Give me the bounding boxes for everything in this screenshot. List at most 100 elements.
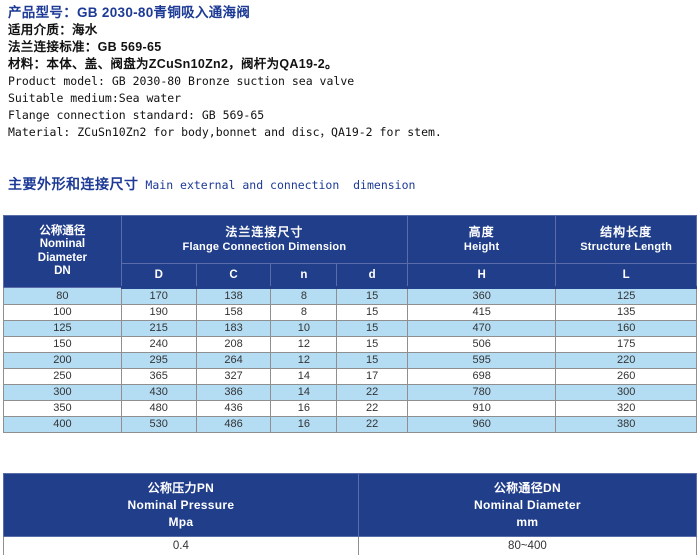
table-cell: 436: [195, 400, 272, 417]
product-medium-cn: 适用介质：海水: [8, 23, 98, 37]
table-cell: 158: [195, 304, 272, 321]
nominal-diameter-en2: Diameter: [37, 251, 87, 264]
table-cell: 14: [270, 368, 338, 385]
table-cell: 8: [270, 287, 338, 305]
nominal-pressure-unit: Mpa: [168, 514, 194, 529]
product-medium-en: Suitable medium:Sea water: [8, 91, 182, 105]
table-cell: 160: [555, 320, 697, 337]
table-cell: 22: [336, 384, 408, 401]
table-cell: 386: [195, 384, 272, 401]
table-cell: 170: [120, 287, 197, 305]
table-cell: 295: [120, 352, 197, 369]
nominal-diameter-range-cn: 公称通径DN: [493, 480, 561, 495]
table-cell: 470: [406, 320, 557, 337]
table-cell: 15: [336, 287, 408, 305]
table-row: 150 240 208 12 15 506 175: [3, 336, 697, 353]
table-cell: 22: [336, 416, 408, 433]
nominal-diameter-range-value: 80~400: [357, 536, 698, 555]
table-cell: 150: [3, 336, 122, 353]
nominal-diameter-range-en: Nominal Diameter: [473, 497, 581, 512]
table-cell: 125: [3, 320, 122, 337]
table-cell: 360: [406, 287, 557, 305]
header-row-subcolumns: D C n d H L: [4, 263, 697, 289]
col-nominal-pressure: 公称压力PN Nominal Pressure Mpa: [3, 473, 359, 537]
table-cell: 15: [336, 352, 408, 369]
table-cell: 12: [270, 352, 338, 369]
nominal-diameter-cn: 公称通径: [39, 224, 86, 237]
nominal-pressure-en: Nominal Pressure: [127, 497, 235, 512]
table-cell: 300: [3, 384, 122, 401]
table-cell: 208: [195, 336, 272, 353]
table-cell: 15: [336, 320, 408, 337]
table-cell: 400: [3, 416, 122, 433]
table-cell: 135: [555, 304, 697, 321]
table-row: 200 295 264 12 15 595 220: [3, 352, 697, 369]
table-row: 100 190 158 8 15 415 135: [3, 304, 697, 321]
product-info: 产品型号：GB 2030-80青铜吸入通海阀 适用介质：海水 法兰连接标准：GB…: [8, 3, 442, 141]
product-model-en: Product model: GB 2030-80 Bronze suction…: [8, 74, 355, 88]
table-cell: 300: [555, 384, 697, 401]
col-nominal-diameter-range: 公称通径DN Nominal Diameter mm: [357, 473, 698, 537]
flange-cn: 法兰连接尺寸: [225, 225, 304, 239]
table-cell: 80: [3, 287, 122, 305]
subcol-n: n: [270, 263, 338, 289]
nominal-pressure-cn: 公称压力PN: [147, 480, 215, 495]
table-row: 125 215 183 10 15 470 160: [3, 320, 697, 337]
structure-length-en: Structure Length: [580, 241, 673, 253]
table-cell: 530: [120, 416, 197, 433]
table-cell: 960: [406, 416, 557, 433]
height-en: Height: [463, 241, 500, 253]
table-row: 300 430 386 14 22 780 300: [3, 384, 697, 401]
table-cell: 190: [120, 304, 197, 321]
product-material-en: Material: ZCuSn10Zn2 for body,bonnet and…: [8, 125, 442, 139]
table-cell: 327: [195, 368, 272, 385]
structure-length-cn: 结构长度: [600, 225, 653, 239]
table-cell: 264: [195, 352, 272, 369]
table-cell: 215: [120, 320, 197, 337]
product-flange-standard-cn: 法兰连接标准：GB 569-65: [8, 40, 162, 54]
table-cell: 14: [270, 384, 338, 401]
table-cell: 125: [555, 287, 697, 305]
nominal-diameter-range-unit: mm: [516, 514, 539, 529]
product-material-cn: 材料：本体、盖、阀盘为ZCuSn10Zn2，阀杆为QA19-2。: [8, 57, 338, 71]
table-cell: 240: [120, 336, 197, 353]
table-cell: 22: [336, 400, 408, 417]
table-cell: 16: [270, 416, 338, 433]
table-row: 400 530 486 16 22 960 380: [3, 416, 697, 433]
product-flange-standard-en: Flange connection standard: GB 569-65: [8, 108, 265, 122]
table-row: 250 365 327 14 17 698 260: [3, 368, 697, 385]
table-cell: 200: [3, 352, 122, 369]
table-cell: 175: [555, 336, 697, 353]
product-title: 产品型号：GB 2030-80青铜吸入通海阀: [8, 5, 251, 20]
table-cell: 698: [406, 368, 557, 385]
subcol-d: d: [336, 263, 408, 289]
col-group-flange: 法兰连接尺寸 Flange Connection Dimension: [120, 215, 408, 264]
table-cell: 430: [120, 384, 197, 401]
col-nominal-diameter: 公称通径 Nominal Diameter DN: [3, 215, 122, 288]
subcol-D: D: [120, 263, 197, 289]
table-cell: 12: [270, 336, 338, 353]
table-cell: 15: [336, 336, 408, 353]
section-title-en: Main external and connection dimension: [138, 178, 416, 192]
pressure-table: 公称压力PN Nominal Pressure Mpa 公称通径DN Nomin…: [3, 473, 698, 555]
table-cell: 10: [270, 320, 338, 337]
table-cell: 486: [195, 416, 272, 433]
table-cell: 350: [3, 400, 122, 417]
table-cell: 320: [555, 400, 697, 417]
table-cell: 260: [555, 368, 697, 385]
section-title-cn: 主要外形和连接尺寸: [8, 176, 139, 192]
height-cn: 高度: [468, 225, 495, 239]
table-cell: 183: [195, 320, 272, 337]
flange-en: Flange Connection Dimension: [182, 241, 347, 253]
dimension-table-body: 80 170 138 8 15 360 125 100 190 158 8 15 415 135 125 21…: [3, 287, 697, 433]
section-title: 主要外形和连接尺寸 Main external and connection d…: [8, 174, 415, 194]
table-cell: 415: [406, 304, 557, 321]
nominal-diameter-sub: DN: [54, 265, 71, 277]
table-cell: 506: [406, 336, 557, 353]
table-cell: 380: [555, 416, 697, 433]
table-cell: 17: [336, 368, 408, 385]
header-row-groups: 公称通径 Nominal Diameter DN 法兰连接尺寸 Flange C…: [3, 215, 697, 288]
nominal-pressure-value: 0.4: [3, 536, 359, 555]
table-cell: 595: [406, 352, 557, 369]
